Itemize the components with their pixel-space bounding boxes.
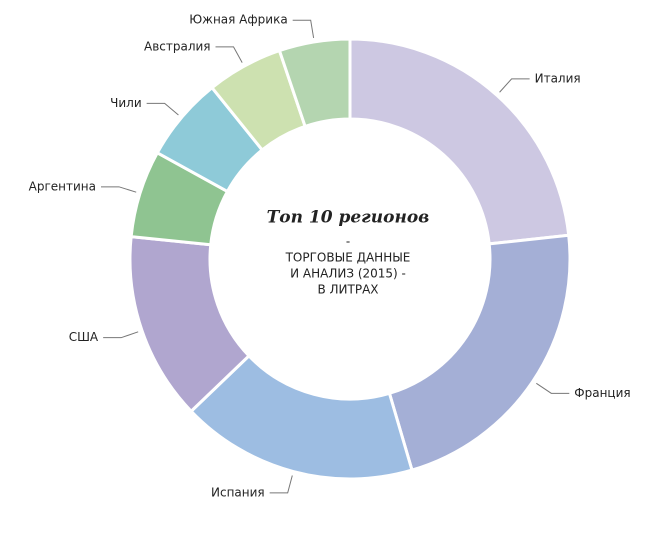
leader-line: [103, 331, 139, 339]
chart-subtitle: -: [346, 235, 350, 249]
chart-title: Топ 10 регионов: [267, 208, 430, 228]
slice-label: Австралия: [144, 39, 211, 53]
chart-subtitle: ТОРГОВЫЕ ДАННЫЕ: [285, 251, 411, 265]
slice-label: Испания: [211, 485, 265, 499]
slice-label: Чили: [110, 96, 142, 110]
slice: [348, 37, 571, 246]
slice-label: Франция: [574, 386, 630, 400]
leader-line: [101, 186, 137, 193]
slice-label: США: [69, 330, 99, 344]
slice-label: Южная Африка: [189, 13, 287, 27]
chart-subtitle: В ЛИТРАХ: [317, 283, 378, 297]
slice-label: Аргентина: [29, 179, 96, 193]
leader-line: [292, 19, 315, 39]
slice-label: Италия: [535, 71, 581, 85]
leader-line: [146, 102, 179, 116]
slice: [387, 233, 572, 472]
leader-line: [499, 78, 530, 93]
leader-line: [215, 46, 243, 63]
chart-subtitle: И АНАЛИЗ (2015) -: [290, 267, 406, 281]
slice: [277, 37, 352, 129]
leader-line: [536, 382, 570, 394]
leader-line: [269, 475, 293, 494]
